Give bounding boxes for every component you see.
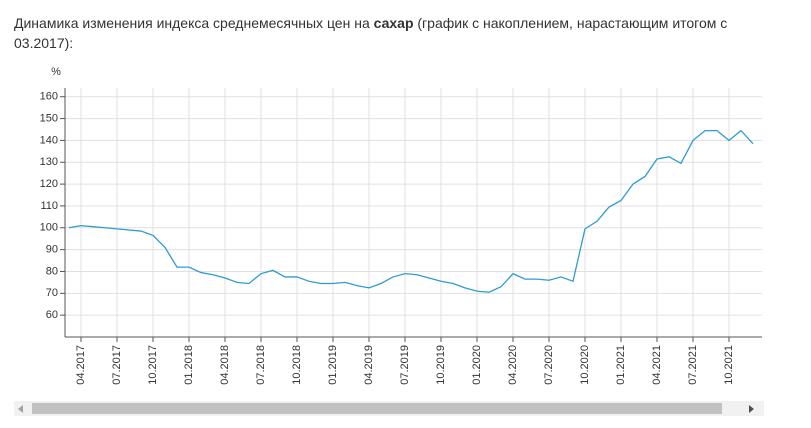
chart-title: Динамика изменения индекса среднемесячны… bbox=[14, 13, 754, 53]
y-tick-label: 80 bbox=[46, 265, 58, 277]
scroll-left[interactable] bbox=[18, 405, 23, 413]
x-tick-label: 04.2017 bbox=[75, 345, 87, 385]
x-tick-label: 10.2017 bbox=[147, 345, 159, 385]
x-tick-label: 01.2020 bbox=[471, 345, 483, 385]
x-tick-label: 04.2021 bbox=[651, 345, 663, 385]
x-tick-label: 07.2018 bbox=[255, 345, 267, 385]
x-tick-label: 07.2021 bbox=[687, 345, 699, 385]
x-tick-label: 07.2017 bbox=[111, 345, 123, 385]
y-tick-label: 130 bbox=[40, 156, 58, 168]
y-tick-label: 110 bbox=[40, 200, 58, 212]
x-tick-label: 04.2020 bbox=[507, 345, 519, 385]
x-tick-label: 10.2020 bbox=[579, 345, 591, 385]
scrollbar[interactable] bbox=[14, 401, 764, 416]
x-tick-label: 10.2021 bbox=[723, 345, 735, 385]
x-tick-label: 10.2019 bbox=[435, 345, 447, 385]
scroll-right[interactable] bbox=[749, 405, 754, 413]
y-tick-label: 160 bbox=[40, 91, 58, 103]
y-axis-label: % bbox=[51, 66, 61, 78]
x-tick-label: 04.2018 bbox=[219, 345, 231, 385]
x-tick-label: 10.2018 bbox=[291, 345, 303, 385]
y-tick-label: 140 bbox=[40, 134, 58, 146]
title-text: Динамика изменения индекса среднемесячны… bbox=[14, 15, 374, 31]
y-tick-label: 100 bbox=[40, 222, 58, 234]
title-bold: сахар bbox=[373, 15, 414, 31]
data-line bbox=[68, 129, 754, 293]
x-tick-label: 01.2021 bbox=[615, 345, 627, 385]
y-tick-label: 60 bbox=[46, 309, 58, 321]
x-tick-label: 01.2019 bbox=[327, 345, 339, 385]
y-tick-label: 70 bbox=[46, 287, 58, 299]
x-tick-label: 01.2018 bbox=[183, 345, 195, 385]
y-tick-label: 150 bbox=[40, 112, 58, 124]
x-tick-label: 07.2019 bbox=[399, 345, 411, 385]
y-tick-label: 120 bbox=[40, 178, 58, 190]
y-tick-label: 90 bbox=[46, 244, 58, 256]
x-tick-label: 04.2019 bbox=[363, 345, 375, 385]
scroll-thumb[interactable] bbox=[32, 403, 722, 414]
title-end: (график с накоплением, нарастающим итого… bbox=[14, 15, 728, 51]
x-tick-label: 07.2020 bbox=[543, 345, 555, 385]
